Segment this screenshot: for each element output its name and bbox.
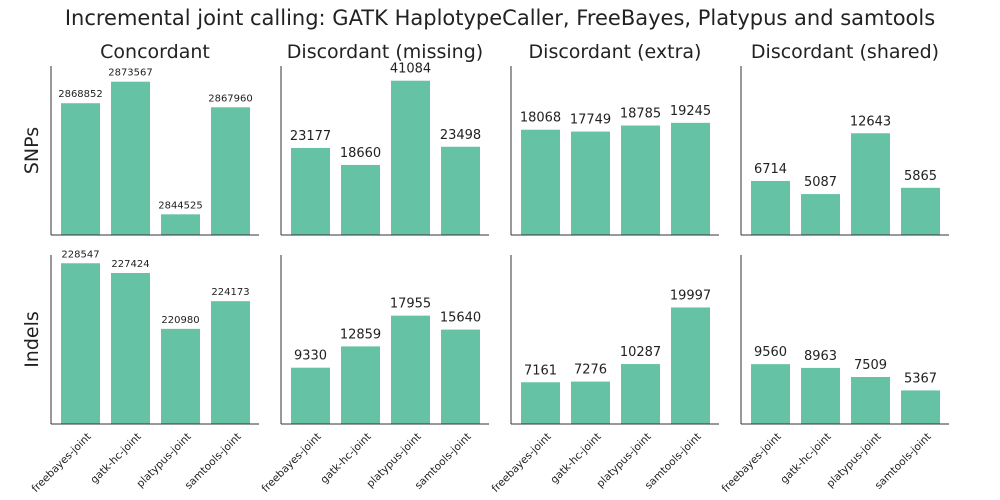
data-label-freebayes-joint: 18068 — [520, 111, 561, 126]
bar-samtools-joint — [671, 122, 710, 235]
bar-freebayes-joint — [521, 129, 560, 235]
panel-indels-concordant: 228547 227424 220980 224173 freebayes-jointg… — [30, 249, 259, 495]
panel-snps-discordant-missing: 23177 18660 41084 23498 — [280, 62, 489, 236]
panel-snps-discordant-extra: 18068 17749 18785 19245 — [510, 66, 719, 236]
data-label-platypus-joint: 7509 — [854, 358, 887, 373]
row-label-snps: SNPs — [21, 127, 43, 174]
row-label-indels: Indels — [21, 311, 43, 368]
column-title-discordant-shared: Discordant (shared) — [751, 41, 939, 63]
panel-indels-discordant-shared: 9560 8963 7509 5367 freebayes-jointgatk-hc-j… — [720, 255, 949, 495]
bar-platypus-joint — [161, 328, 200, 424]
x-tick-label-gatk-hc-joint: gatk-hc-joint — [318, 431, 373, 486]
bar-gatk-hc-joint — [571, 381, 610, 424]
data-label-platypus-joint: 41084 — [390, 62, 431, 77]
bar-freebayes-joint — [751, 180, 790, 235]
bar-freebayes-joint — [291, 147, 330, 235]
bar-platypus-joint — [391, 80, 430, 235]
data-label-platypus-joint: 2844525 — [158, 200, 203, 211]
bar-samtools-joint — [671, 307, 710, 424]
data-label-gatk-hc-joint: 227424 — [111, 259, 149, 270]
data-label-freebayes-joint: 6714 — [754, 162, 787, 177]
x-tick-label-gatk-hc-joint: gatk-hc-joint — [88, 431, 143, 486]
data-label-samtools-joint: 19997 — [670, 288, 711, 303]
x-tick-label-freebayes-joint: freebayes-joint — [720, 431, 784, 495]
bar-platypus-joint — [621, 125, 660, 235]
data-label-platypus-joint: 12643 — [850, 114, 891, 129]
panel-snps-concordant: 2868852 2873567 2844525 2867960 — [50, 66, 259, 236]
bar-gatk-hc-joint — [571, 131, 610, 235]
bar-platypus-joint — [161, 214, 200, 235]
column-title-discordant-extra: Discordant (extra) — [529, 41, 702, 63]
bar-freebayes-joint — [61, 103, 100, 235]
data-label-samtools-joint: 5865 — [904, 169, 937, 184]
data-label-gatk-hc-joint: 12859 — [340, 327, 381, 342]
data-label-samtools-joint: 2867960 — [208, 93, 253, 104]
bar-samtools-joint — [441, 146, 480, 235]
data-label-freebayes-joint: 23177 — [290, 129, 331, 144]
data-label-platypus-joint: 18785 — [620, 107, 661, 122]
column-title-concordant: Concordant — [100, 41, 210, 63]
data-label-samtools-joint: 5367 — [904, 371, 937, 386]
bar-gatk-hc-joint — [111, 81, 150, 236]
bar-gatk-hc-joint — [341, 164, 380, 235]
data-label-gatk-hc-joint: 5087 — [804, 175, 837, 190]
panel-indels-discordant-extra: 7161 7276 10287 19997 freebayes-jointgatk-hc… — [490, 255, 719, 495]
x-tick-label-gatk-hc-joint: gatk-hc-joint — [778, 431, 833, 486]
data-label-gatk-hc-joint: 18660 — [340, 146, 381, 161]
bar-samtools-joint — [211, 301, 250, 424]
panel-indels-discordant-missing: 9330 12859 17955 15640 freebayes-jointgatk-h… — [260, 255, 489, 495]
bar-samtools-joint — [901, 187, 940, 235]
data-label-samtools-joint: 224173 — [211, 287, 249, 298]
bar-platypus-joint — [851, 376, 890, 424]
data-label-samtools-joint: 19245 — [670, 104, 711, 119]
x-tick-label-gatk-hc-joint: gatk-hc-joint — [548, 431, 603, 486]
data-label-platypus-joint: 10287 — [620, 345, 661, 360]
data-label-gatk-hc-joint: 17749 — [570, 113, 611, 128]
bar-platypus-joint — [391, 315, 430, 424]
panel-snps-discordant-shared: 6714 5087 12643 5865 — [740, 66, 949, 236]
bar-freebayes-joint — [521, 382, 560, 424]
bar-platypus-joint — [621, 364, 660, 424]
data-label-freebayes-joint: 9330 — [294, 349, 327, 364]
data-label-samtools-joint: 15640 — [440, 311, 481, 326]
bar-platypus-joint — [851, 133, 890, 235]
bar-samtools-joint — [901, 390, 940, 424]
bar-freebayes-joint — [61, 263, 100, 424]
data-label-freebayes-joint: 2868852 — [58, 89, 103, 100]
bar-freebayes-joint — [751, 364, 790, 424]
x-tick-label-freebayes-joint: freebayes-joint — [260, 431, 324, 495]
data-label-platypus-joint: 17955 — [390, 297, 431, 312]
column-title-discordant-missing: Discordant (missing) — [287, 41, 483, 63]
data-label-gatk-hc-joint: 8963 — [804, 349, 837, 364]
figure-title: Incremental joint calling: GATK Haplotyp… — [65, 6, 935, 30]
data-label-platypus-joint: 220980 — [161, 315, 199, 326]
panels: Concordant Discordant (missing) Discordant… — [21, 41, 949, 495]
x-tick-label-freebayes-joint: freebayes-joint — [490, 431, 554, 495]
bar-gatk-hc-joint — [801, 367, 840, 424]
bar-samtools-joint — [211, 107, 250, 235]
data-label-freebayes-joint: 9560 — [754, 345, 787, 360]
data-label-gatk-hc-joint: 7276 — [574, 363, 607, 378]
data-label-samtools-joint: 23498 — [440, 128, 481, 143]
bar-freebayes-joint — [291, 367, 330, 424]
data-label-freebayes-joint: 228547 — [61, 249, 99, 260]
data-label-gatk-hc-joint: 2873567 — [108, 68, 153, 79]
data-label-freebayes-joint: 7161 — [524, 363, 557, 378]
bar-gatk-hc-joint — [111, 272, 150, 424]
bar-gatk-hc-joint — [341, 346, 380, 424]
bar-gatk-hc-joint — [801, 194, 840, 235]
bar-samtools-joint — [441, 329, 480, 424]
x-tick-label-freebayes-joint: freebayes-joint — [30, 431, 94, 495]
